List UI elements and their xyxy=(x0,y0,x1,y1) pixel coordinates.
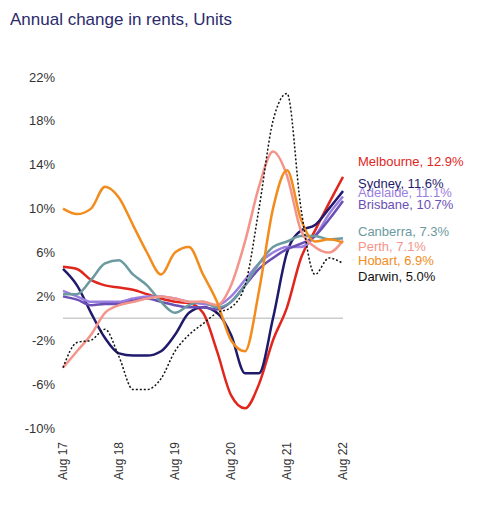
svg-text:-6%: -6% xyxy=(32,377,56,392)
svg-text:2%: 2% xyxy=(36,289,55,304)
svg-text:6%: 6% xyxy=(36,245,55,260)
svg-text:Aug 17: Aug 17 xyxy=(56,442,70,480)
html-text:Perth, 7.1%: Perth, 7.1% xyxy=(358,239,426,254)
svg-text:-2%: -2% xyxy=(32,333,56,348)
html-text:Adelaide, 11.1%: Adelaide, 11.1% xyxy=(358,185,452,200)
html-text:Hobart, 6.9%: Hobart, 6.9% xyxy=(358,253,434,268)
svg-text:Aug 18: Aug 18 xyxy=(112,442,126,480)
svg-text:Aug 22: Aug 22 xyxy=(336,442,350,480)
svg-text:Aug 20: Aug 20 xyxy=(224,442,238,480)
svg-text:Aug 19: Aug 19 xyxy=(168,442,182,480)
html-text:Annual change in rents, Units: Annual change in rents, Units xyxy=(10,10,233,29)
svg-text:Aug 21: Aug 21 xyxy=(280,442,294,480)
svg-text:10%: 10% xyxy=(29,201,55,216)
svg-text:-10%: -10% xyxy=(25,421,56,436)
html-text:Canberra, 7.3%: Canberra, 7.3% xyxy=(358,224,450,239)
html-text:Melbourne, 12.9%: Melbourne, 12.9% xyxy=(358,154,464,169)
svg-text:18%: 18% xyxy=(29,113,55,128)
svg-text:14%: 14% xyxy=(29,157,55,172)
html-text:Darwin, 5.0%: Darwin, 5.0% xyxy=(358,269,436,284)
html-text:Brisbane, 10.7%: Brisbane, 10.7% xyxy=(358,197,454,212)
html-text:Sydney, 11.6%: Sydney, 11.6% xyxy=(358,176,444,191)
svg-text:22%: 22% xyxy=(29,70,55,85)
